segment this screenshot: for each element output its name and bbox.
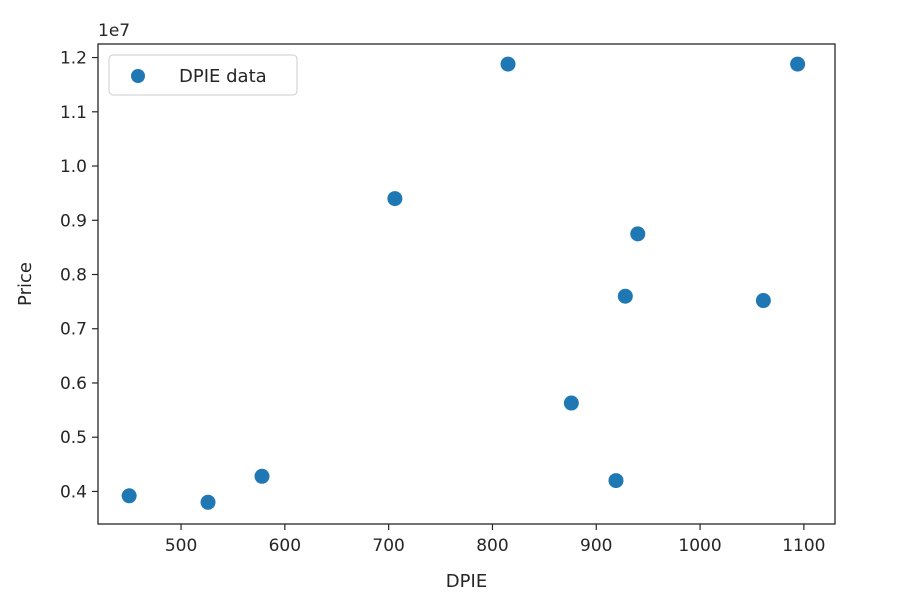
data-point	[755, 293, 771, 309]
data-point	[200, 494, 216, 510]
y-tick-label: 1.1	[60, 103, 87, 123]
y-tick-label: 0.4	[60, 482, 87, 502]
y-axis: 0.4 0.5 0.6 0.7 0.8 0.9 1.0 1.1 1.2	[60, 49, 98, 502]
x-axis-label: DPIE	[446, 571, 487, 592]
data-point	[608, 473, 624, 489]
legend-label: DPIE data	[179, 66, 267, 87]
data-point	[500, 56, 516, 72]
legend-marker	[131, 69, 145, 83]
data-point	[254, 468, 270, 484]
x-tick-label: 1000	[678, 536, 721, 556]
x-tick-label: 800	[476, 536, 508, 556]
x-tick-label: 900	[580, 536, 612, 556]
plot-marks	[121, 56, 806, 510]
x-axis: 500 600 700 800 900 1000 1100	[165, 524, 825, 556]
legend: DPIE data	[108, 54, 298, 96]
data-point	[617, 288, 633, 304]
legend-box	[108, 54, 298, 96]
y-axis-label: Price	[15, 262, 36, 306]
data-point	[121, 488, 137, 504]
y-axis-multiplier: 1e7	[98, 21, 130, 41]
data-point	[563, 395, 579, 411]
y-tick-label: 0.7	[60, 320, 87, 340]
data-point	[387, 191, 403, 207]
y-tick-label: 0.9	[60, 211, 87, 231]
y-tick-label: 0.5	[60, 428, 87, 448]
x-tick-label: 500	[165, 536, 197, 556]
x-tick-label: 600	[269, 536, 301, 556]
y-tick-label: 0.8	[60, 266, 87, 286]
plot-frame	[97, 43, 836, 525]
y-tick-label: 1.0	[60, 157, 87, 177]
y-tick-label: 0.6	[60, 374, 87, 394]
x-tick-label: 700	[372, 536, 404, 556]
data-point	[630, 226, 646, 242]
y-tick-label: 1.2	[60, 49, 87, 69]
x-tick-label: 1100	[782, 536, 825, 556]
data-point	[790, 56, 806, 72]
